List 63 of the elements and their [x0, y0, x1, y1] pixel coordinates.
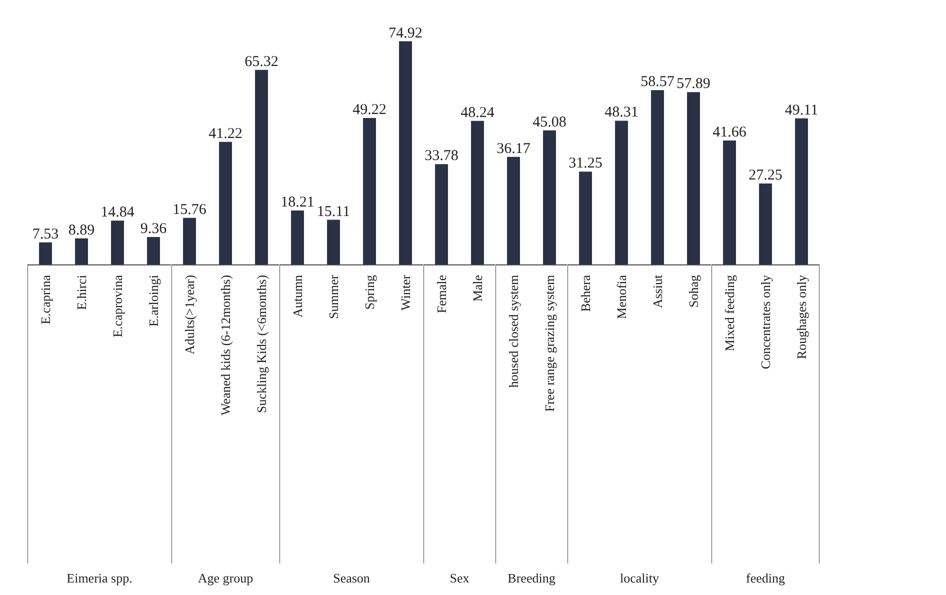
data-label: 48.31 — [604, 104, 638, 121]
bar — [399, 41, 412, 265]
data-label: 36.17 — [496, 140, 531, 157]
bar — [327, 220, 340, 265]
text: locality — [620, 570, 660, 586]
x-tick-label: E.caprovina — [110, 274, 125, 338]
bar — [111, 220, 124, 265]
text: Age group — [198, 570, 254, 586]
data-label: 8.89 — [68, 222, 95, 238]
bar — [147, 236, 160, 265]
data-label: 18.21 — [280, 194, 314, 211]
x-tick-label: Winter — [398, 274, 413, 311]
text: Season — [333, 570, 370, 586]
x-tick-label: Female — [434, 274, 449, 314]
data-label: 31.25 — [568, 156, 602, 172]
data-label: 27.25 — [748, 168, 782, 184]
x-tick-label: Mixed feeding — [722, 274, 737, 352]
text: Breeding — [508, 570, 556, 586]
bar — [687, 92, 700, 265]
text: feeding — [746, 570, 786, 586]
x-tick-label: Assiut — [650, 274, 665, 308]
data-label: 41.22 — [208, 126, 242, 142]
bar — [39, 242, 52, 265]
data-label: 9.36 — [140, 220, 168, 237]
x-tick-label: Autumn — [290, 274, 305, 318]
data-label: 49.11 — [784, 102, 818, 118]
x-tick-label: Roughages only — [794, 274, 809, 360]
data-label: 58.57 — [640, 74, 675, 90]
x-tick-label: E.hirci — [74, 274, 89, 310]
bar — [363, 118, 376, 265]
data-label: 33.78 — [424, 148, 458, 164]
data-label: 45.08 — [532, 114, 566, 130]
x-tick-label: Weaned kids (6-12months) — [218, 274, 233, 416]
x-tick-label: Behera — [578, 274, 593, 312]
bar — [75, 238, 88, 265]
data-label: 74.92 — [388, 25, 422, 42]
data-label: 48.24 — [460, 104, 495, 121]
text: Eimeria spp. — [66, 570, 132, 586]
bar — [291, 210, 304, 265]
bar — [579, 172, 592, 265]
bar — [651, 90, 664, 265]
data-label: 15.76 — [172, 202, 207, 218]
text: Sex — [450, 570, 470, 586]
data-label: 57.89 — [676, 76, 710, 92]
x-tick-label: housed closed system — [506, 274, 521, 388]
x-tick-label: Free range grazing system — [542, 274, 557, 412]
x-tick-label: E.caprina — [38, 274, 53, 324]
x-tick-label: Concentrates only — [758, 274, 773, 370]
x-tick-label: Menofia — [614, 274, 629, 319]
data-label: 41.66 — [712, 124, 747, 141]
x-tick-label: Suckling Kids (<6months) — [254, 274, 269, 414]
x-tick-label: E.arloingi — [146, 274, 161, 327]
x-tick-label: Adults(>1year) — [182, 274, 197, 354]
data-label: 49.22 — [352, 102, 386, 118]
data-label: 15.11 — [316, 204, 350, 220]
data-label: 65.32 — [244, 54, 278, 70]
x-tick-label: Summer — [326, 274, 341, 319]
data-label: 14.84 — [100, 204, 135, 221]
x-tick-label: Sohag — [686, 274, 701, 308]
x-tick-label: Male — [470, 274, 485, 302]
data-label: 7.53 — [32, 226, 59, 242]
x-tick-label: Spring — [362, 274, 377, 310]
bar — [615, 120, 628, 265]
